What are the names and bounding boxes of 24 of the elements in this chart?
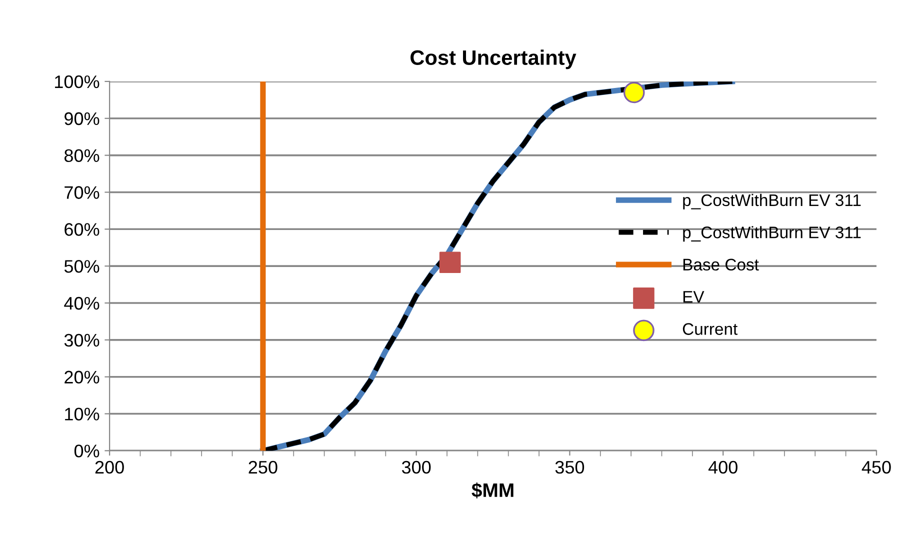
y-tick-label: 100% [55, 75, 100, 88]
chart-title: Cost Uncertainty [410, 50, 576, 70]
x-tick-label: 400 [708, 460, 738, 474]
x-axis-title: $MM [472, 482, 514, 498]
y-tick-label: 30% [64, 334, 100, 347]
y-tick-label: 50% [64, 260, 100, 273]
legend-label: p_CostWithBurn EV 311 [683, 226, 861, 242]
y-tick-label: 10% [65, 408, 100, 420]
x-tick-label: 200 [95, 460, 124, 474]
y-tick-label: 20% [64, 370, 100, 384]
y-tick-label: 60% [64, 223, 100, 236]
y-tick-label: 80% [64, 149, 100, 162]
y-tick-label: 0% [74, 444, 100, 458]
y-tick-label: 90% [64, 112, 100, 126]
legend-label: Current [682, 323, 738, 335]
x-tick-label: 450 [862, 460, 891, 474]
x-tick-label: 350 [555, 460, 584, 474]
y-tick-label: 70% [64, 186, 100, 199]
legend-label: EV [683, 291, 704, 303]
legend-label: p_CostWithBurn EV 311 [683, 194, 861, 210]
x-tick-label: 300 [402, 460, 431, 474]
y-tick-label: 40% [64, 296, 100, 310]
legend-label: Base Cost [683, 258, 759, 271]
x-tick-label: 250 [248, 460, 278, 474]
